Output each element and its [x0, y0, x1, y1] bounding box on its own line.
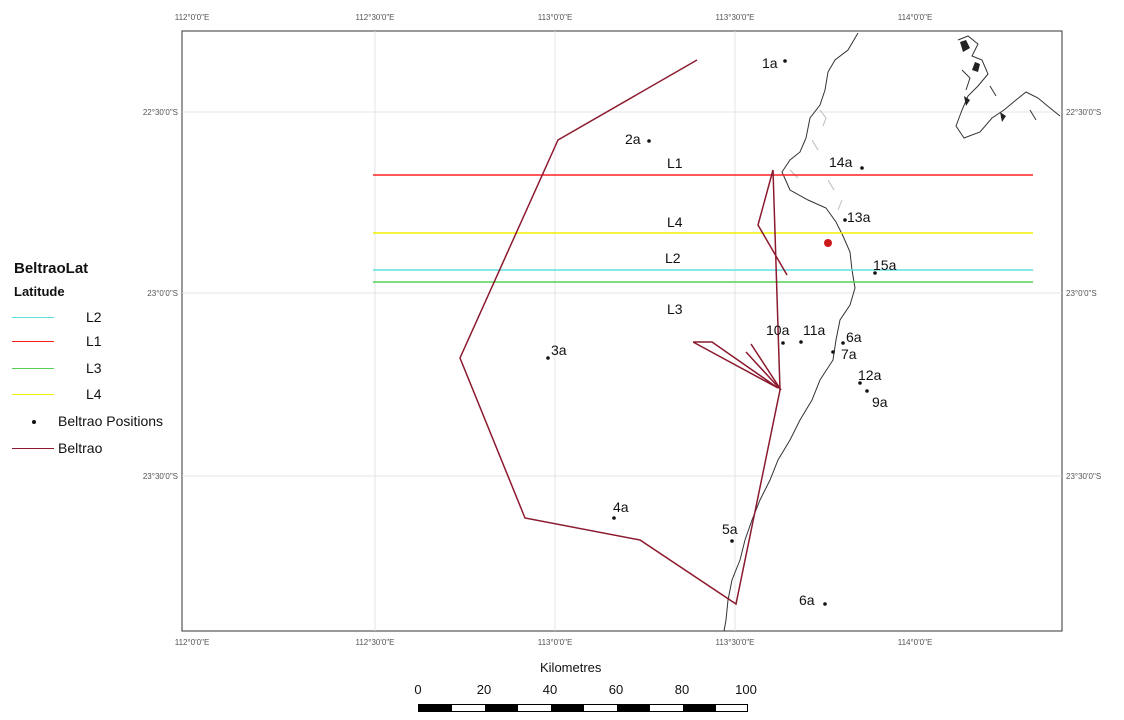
- bottom-lon-label: 112°30'0"E: [355, 638, 394, 647]
- position-label: 6a: [799, 592, 815, 608]
- position-point: [843, 218, 847, 222]
- position-point: [873, 271, 877, 275]
- position-label: 13a: [847, 209, 871, 225]
- scale-tick-label: 60: [608, 682, 624, 697]
- legend-swatch: [12, 448, 54, 449]
- beltrao-route-spur: [692, 341, 779, 389]
- right-lat-label: 22°30'0"S: [1066, 108, 1101, 117]
- top-right-coast: [955, 35, 1061, 139]
- position-point: [783, 59, 787, 63]
- left-latitude-labels: 22°30'0"S 23°0'0"S 23°30'0"S: [143, 108, 178, 481]
- line-label-L3: L3: [667, 301, 683, 317]
- coastal-islands: [789, 109, 843, 211]
- legend-item-label: Beltrao: [58, 440, 103, 456]
- line-label-L2: L2: [665, 250, 681, 266]
- position-point: [865, 389, 869, 393]
- top-lon-label: 114°0'0"E: [898, 13, 933, 22]
- top-longitude-labels: 112°0'0"E 112°30'0"E 113°0'0"E 113°30'0"…: [175, 13, 933, 22]
- legend-item-route: Beltrao: [8, 440, 208, 458]
- legend-item-label: L1: [86, 333, 102, 349]
- position-label: 1a: [762, 55, 778, 71]
- top-lon-label: 112°0'0"E: [175, 13, 210, 22]
- right-lat-label: 23°30'0"S: [1066, 472, 1101, 481]
- legend-swatch: [12, 368, 54, 369]
- legend-item-label: L4: [86, 386, 102, 402]
- position-point: [831, 350, 835, 354]
- position-point: [860, 166, 864, 170]
- legend-item-L3: L3: [8, 360, 208, 378]
- scale-segments: [418, 704, 748, 712]
- top-lon-label: 112°30'0"E: [355, 13, 394, 22]
- position-label: 5a: [722, 521, 738, 537]
- position-label: 12a: [858, 367, 882, 383]
- position-label: 14a: [829, 154, 853, 170]
- position-point: [823, 602, 827, 606]
- legend-title: BeltraoLat: [14, 260, 89, 277]
- map-frame: [181, 30, 1063, 632]
- scale-tick-label: 80: [674, 682, 690, 697]
- position-label: 7a: [841, 346, 857, 362]
- scale-tick-label: 40: [542, 682, 558, 697]
- bottom-lon-label: 113°30'0"E: [715, 638, 754, 647]
- position-dot-icon: [32, 420, 36, 424]
- beltrao-positions: [546, 59, 877, 606]
- line-label-L4: L4: [667, 214, 683, 230]
- right-lat-label: 23°0'0"S: [1066, 289, 1097, 298]
- bottom-longitude-labels: 112°0'0"E 112°30'0"E 113°0'0"E 113°30'0"…: [175, 638, 933, 647]
- coastline: [723, 32, 859, 632]
- position-label: 9a: [872, 394, 888, 410]
- scale-title: Kilometres: [540, 660, 602, 675]
- top-right-land-fill: [960, 40, 1006, 122]
- highlight-marker: [824, 239, 832, 247]
- position-point: [858, 381, 862, 385]
- legend-item-L1: L1: [8, 333, 208, 351]
- legend-swatch: [12, 317, 54, 318]
- legend-item-label: L2: [86, 309, 102, 325]
- beltrao-route-spur-2: [745, 343, 782, 391]
- scale-bar: Kilometres 0 20 40 60 80 100: [410, 660, 760, 720]
- position-point: [647, 139, 651, 143]
- position-label: 15a: [873, 257, 897, 273]
- legend-item-label: L3: [86, 360, 102, 376]
- top-lon-label: 113°0'0"E: [538, 13, 573, 22]
- bottom-lon-label: 112°0'0"E: [175, 638, 210, 647]
- scale-tick-label: 0: [414, 682, 422, 697]
- position-point: [799, 340, 803, 344]
- position-labels: 1a 2a 14a 13a 15a 10a 11a 6a 7a 12a 9a 3…: [551, 55, 897, 608]
- position-label: 6a: [846, 329, 862, 345]
- map-legend: BeltraoLat Latitude L2 L1 L3 L4 Beltrao …: [8, 256, 208, 466]
- left-lat-label: 23°30'0"S: [143, 472, 178, 481]
- bottom-lon-label: 113°0'0"E: [538, 638, 573, 647]
- position-point: [730, 539, 734, 543]
- position-label: 10a: [766, 322, 790, 338]
- legend-item-label: Beltrao Positions: [58, 413, 164, 429]
- position-label: 3a: [551, 342, 567, 358]
- beltrao-route: [459, 59, 788, 606]
- line-label-L1: L1: [667, 155, 683, 171]
- left-lat-label: 23°0'0"S: [147, 289, 178, 298]
- legend-swatch: [12, 394, 54, 395]
- position-point: [546, 356, 550, 360]
- position-label: 4a: [613, 499, 629, 515]
- position-point: [612, 516, 616, 520]
- position-point: [841, 341, 845, 345]
- legend-item-positions: Beltrao Positions: [8, 413, 208, 431]
- scale-tick-label: 20: [476, 682, 492, 697]
- graticule: [182, 31, 1062, 631]
- right-latitude-labels: 22°30'0"S 23°0'0"S 23°30'0"S: [1066, 108, 1101, 481]
- left-lat-label: 22°30'0"S: [143, 108, 178, 117]
- position-label: 11a: [803, 322, 826, 338]
- bottom-lon-label: 114°0'0"E: [898, 638, 933, 647]
- legend-item-L4: L4: [8, 386, 208, 404]
- position-point: [781, 341, 785, 345]
- position-label: 2a: [625, 131, 641, 147]
- scale-tick-label: 100: [735, 682, 757, 697]
- legend-item-L2: L2: [8, 309, 208, 327]
- legend-swatch: [12, 341, 54, 342]
- legend-subtitle: Latitude: [14, 284, 65, 299]
- top-lon-label: 113°30'0"E: [715, 13, 754, 22]
